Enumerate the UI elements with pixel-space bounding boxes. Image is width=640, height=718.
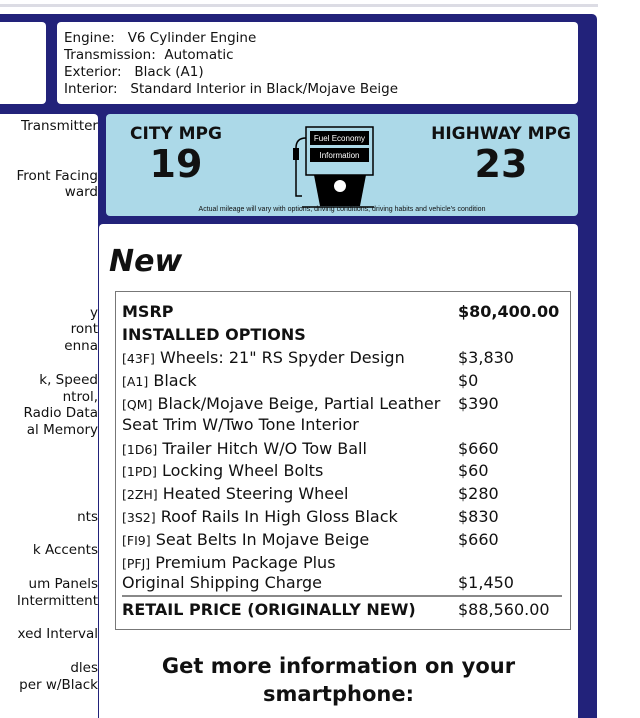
shipping-row: Original Shipping Charge $1,450 [122,573,564,593]
feature-text: ront [70,321,98,337]
option-code: [FI9] [122,532,151,548]
option-price: $660 [458,438,499,458]
shipping-value: $1,450 [458,573,514,592]
city-mpg-value: 19 [149,142,203,186]
option-code: [QM] [122,396,153,412]
price-table: MSRP $80,400.00 INSTALLED OPTIONS Origina… [115,291,571,630]
feature-text: Intermittent [16,593,98,609]
feature-text: dles [70,660,98,676]
feature-text: ward [64,184,98,200]
option-name: Wheels: 21" RS Spyder Design [159,348,405,367]
city-mpg-label: CITY MPG [130,124,222,144]
option-row: [43F] Wheels: 21" RS Spyder Design $3,830 [122,348,564,369]
option-name-cont: Seat Trim W/Two Tone Interior [122,414,359,434]
feature-text: Front Facing [16,168,98,184]
option-code: [43F] [122,351,155,366]
feature-text: um Panels [28,576,98,592]
msrp-label: MSRP [122,302,174,321]
feature-text: al Memory [26,422,98,438]
interior: Interior: Standard Interior in Black/Moj… [64,81,399,97]
msrp-value: $80,400.00 [458,302,560,321]
mileage-note: Actual mileage will vary with options, d… [198,206,486,213]
option-row: [QM] Black/Mojave Beige, Partial Leather… [122,394,564,435]
feature-text: ntrol, [62,389,98,405]
svg-text:Information: Information [319,151,359,160]
options-heading: INSTALLED OPTIONS [122,325,306,344]
feature-text: Transmitter [20,118,98,134]
feature-text: k Accents [32,542,98,558]
option-row: [A1] Black $0 [122,371,564,392]
option-row: [FI9] Seat Belts In Mojave Beige $660 [122,530,564,551]
condition-heading: New [109,244,183,279]
option-name: Black/Mojave Beige, Partial Leather [157,393,441,413]
option-row: [PFJ] Premium Package Plus [122,553,564,574]
retail-value: $88,560.00 [458,600,550,619]
msrp-row: MSRP $80,400.00 [122,302,564,322]
retail-label: RETAIL PRICE (ORIGINALLY NEW) [122,600,416,619]
option-price: $830 [458,507,499,526]
option-row: [3S2] Roof Rails In High Gloss Black $830 [122,507,564,528]
option-price: $280 [458,484,499,504]
feature-text: per w/Black [19,677,98,693]
fuel-economy-panel: CITY MPG 19 HIGHWAY MPG 23 Fuel Economy … [106,114,578,216]
option-name: Black [153,370,197,390]
retail-row: RETAIL PRICE (ORIGINALLY NEW) $88,560.00 [122,600,564,620]
price-panel: New MSRP $80,400.00 INSTALLED OPTIONS Ori… [99,224,578,718]
highway-mpg-label: HIGHWAY MPG [431,124,571,144]
option-code: [1D6] [122,441,158,457]
fuel-pump-icon: Fuel Economy Information [293,126,374,208]
feature-text: y [90,305,98,321]
feature-text: k, Speed [39,372,98,388]
feature-text: xed Interval [17,626,98,642]
option-name: Locking Wheel Bolts [161,461,324,481]
total-divider [122,595,562,597]
feature-text: Radio Data [23,405,98,421]
option-price: $0 [458,370,479,390]
option-price: $60 [458,461,489,481]
option-code: [PFJ] [122,555,151,571]
engine: Engine: V6 Cylinder Engine [64,30,257,46]
shipping-label: Original Shipping Charge [122,573,322,592]
option-name: Seat Belts In Mojave Beige [155,529,370,549]
svg-text:Fuel Economy: Fuel Economy [314,134,365,143]
option-price: $660 [458,529,499,549]
smartphone-cta: Get more information on your smartphone: [161,654,516,706]
left-header-box [0,22,46,104]
option-code: [A1] [122,373,149,389]
option-row: [1D6] Trailer Hitch W/O Tow Ball $660 [122,439,564,460]
option-code: [1PD] [122,464,157,480]
feature-text: enna [64,338,98,354]
option-row: [2ZH] Heated Steering Wheel $280 [122,484,564,505]
option-code: [3S2] [122,510,156,525]
standard-features-column: Transmitter Front Facing ward y ront enna k, S… [0,114,98,718]
option-code: [2ZH] [122,487,158,503]
highway-mpg-value: 23 [474,142,528,186]
option-name: Premium Package Plus [155,552,336,572]
exterior: Exterior: Black (A1) [64,64,204,80]
transmission: Transmission: Automatic [64,47,234,63]
top-divider [0,4,598,7]
option-price: $390 [458,393,499,413]
option-row: [1PD] Locking Wheel Bolts $60 [122,461,564,482]
option-price: $3,830 [458,348,514,367]
vehicle-info: Engine: V6 Cylinder Engine Transmission:… [57,22,578,104]
feature-text: nts [77,509,98,525]
option-name: Roof Rails In High Gloss Black [160,507,398,526]
option-name: Heated Steering Wheel [162,484,349,504]
option-name: Trailer Hitch W/O Tow Ball [162,438,367,458]
